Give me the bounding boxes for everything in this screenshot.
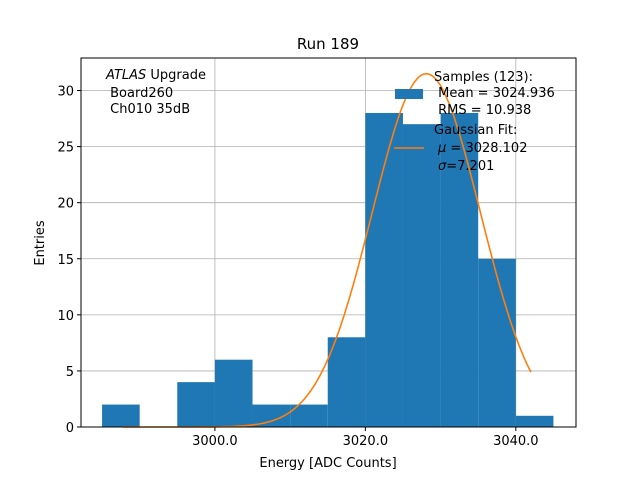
- y-tick-label: 25: [57, 141, 74, 156]
- histogram-bar: [515, 415, 554, 427]
- x-axis-label: Energy [ADC Counts]: [259, 456, 396, 471]
- histogram-bar: [327, 337, 366, 427]
- y-tick-label: 5: [66, 365, 74, 380]
- x-tick-label: 3040.0: [493, 434, 539, 449]
- histogram-bar: [365, 112, 403, 427]
- legend: Samples (123): Mean = 3024.936 RMS = 10.…: [394, 70, 555, 174]
- plot-frame: [80, 57, 577, 428]
- legend-rms: RMS = 10.938: [434, 103, 531, 118]
- y-tick-label: 0: [66, 421, 74, 436]
- annotation: ATLAS Upgrade Board260 Ch010 35dB: [105, 68, 206, 117]
- legend-bar-swatch: [395, 89, 423, 99]
- legend-sigma: =7.201: [446, 159, 494, 174]
- y-tick-label: 15: [57, 253, 74, 268]
- legend-mu: = 3028.102: [446, 141, 527, 156]
- y-tick-label: 30: [57, 85, 74, 100]
- svg-text:μ = 3028.102: μ = 3028.102: [437, 141, 527, 156]
- svg-text:σ=7.201: σ=7.201: [438, 159, 494, 174]
- annotation-channel: Ch010 35dB: [106, 102, 190, 117]
- legend-fit-title: Gaussian Fit:: [434, 123, 517, 138]
- legend-samples: Samples (123):: [434, 70, 533, 85]
- chart-title: Run 189: [297, 35, 359, 53]
- annotation-atlas: ATLAS: [105, 68, 146, 83]
- annotation-board: Board260: [106, 86, 173, 101]
- y-tick-label: 10: [57, 309, 74, 324]
- axis-ticks: 3000.0 3020.0 3040.0 0 5 10 15 20 25 30: [57, 85, 538, 449]
- histogram-bar: [177, 382, 215, 427]
- histogram-bar: [102, 404, 140, 427]
- annotation-upgrade: Upgrade: [146, 68, 206, 83]
- histogram-bar: [478, 258, 516, 427]
- histogram-bar: [290, 404, 328, 427]
- bars: [102, 112, 554, 428]
- y-tick-label: 20: [57, 197, 74, 212]
- legend-mean: Mean = 3024.936: [434, 86, 555, 101]
- svg-text:ATLAS Upgrade: ATLAS Upgrade: [105, 68, 206, 83]
- x-tick-label: 3020.0: [343, 434, 389, 449]
- histogram-bar: [440, 112, 479, 427]
- y-axis-label: Entries: [33, 220, 48, 266]
- x-tick-label: 3000.0: [192, 434, 238, 449]
- histogram-bar: [214, 359, 253, 427]
- histogram-bar: [402, 124, 441, 428]
- histogram-bar: [252, 404, 291, 427]
